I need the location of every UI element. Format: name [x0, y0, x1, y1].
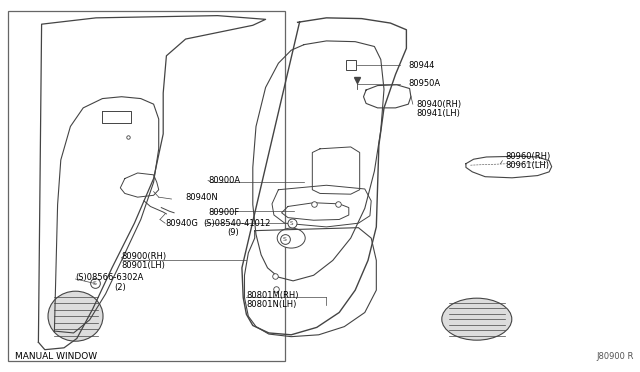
Text: S: S [290, 221, 294, 226]
Text: 80900F: 80900F [208, 208, 239, 217]
Text: MANUAL WINDOW: MANUAL WINDOW [15, 352, 97, 360]
Text: (9): (9) [227, 228, 239, 237]
Text: (S)08540-41012: (S)08540-41012 [204, 219, 271, 228]
Text: 80940G: 80940G [165, 219, 198, 228]
Text: 80900(RH): 80900(RH) [122, 252, 167, 261]
Ellipse shape [277, 228, 305, 248]
Text: S: S [93, 281, 97, 286]
Text: S: S [283, 237, 287, 242]
Text: 80961(LH): 80961(LH) [506, 161, 550, 170]
Text: 80901(LH): 80901(LH) [122, 262, 166, 270]
Text: 80940N: 80940N [186, 193, 218, 202]
Text: 80801M(RH): 80801M(RH) [246, 291, 299, 300]
Text: 80900A: 80900A [208, 176, 240, 185]
Bar [346, 60, 356, 70]
Text: J80900 R: J80900 R [596, 352, 634, 361]
Ellipse shape [442, 298, 512, 340]
Text: 80944: 80944 [408, 61, 435, 70]
Bar [8, 11, 285, 361]
Ellipse shape [48, 291, 103, 341]
Text: 80940(RH): 80940(RH) [416, 100, 461, 109]
Text: (2): (2) [114, 283, 125, 292]
Text: 80950A: 80950A [408, 79, 440, 88]
Text: 80960(RH): 80960(RH) [506, 152, 551, 161]
Text: 80941(LH): 80941(LH) [416, 109, 460, 118]
Text: 80801N(LH): 80801N(LH) [246, 300, 297, 309]
Text: (S)08566-6302A: (S)08566-6302A [76, 273, 144, 282]
